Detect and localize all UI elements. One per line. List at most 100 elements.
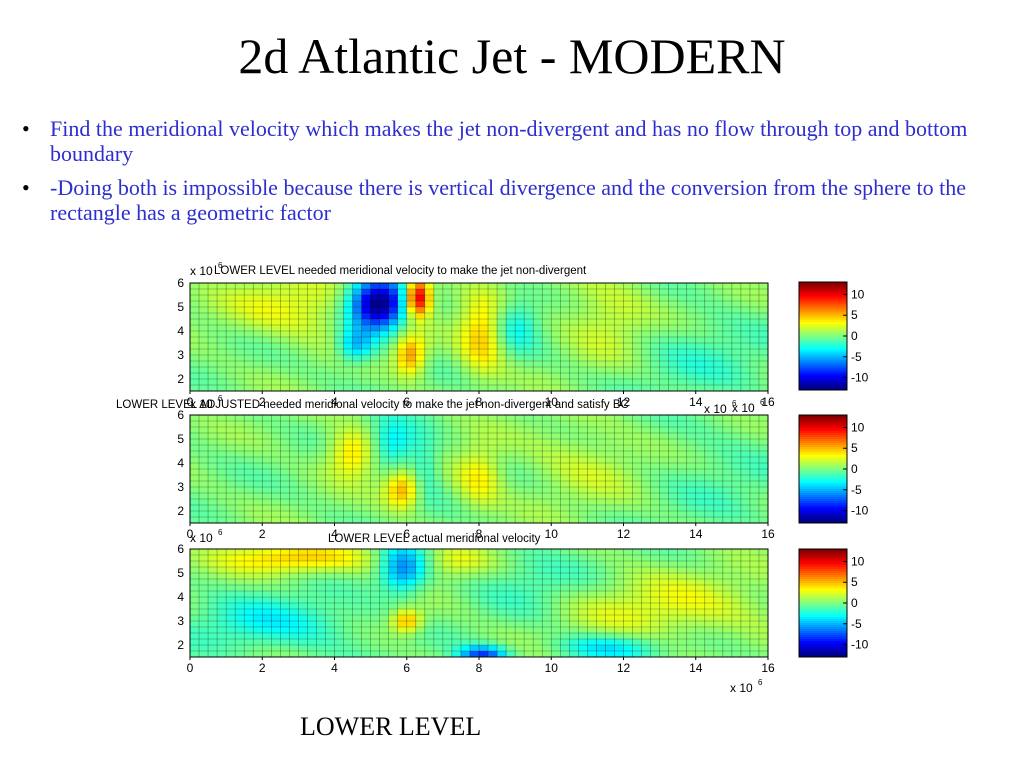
heatmap-cell [253,639,263,646]
heatmap-cell [208,469,218,476]
heatmap-cell [596,511,606,518]
heatmap-cell [352,591,362,598]
heatmap-cell [488,469,498,476]
heatmap-cell [262,561,272,568]
heatmap-cell [713,421,724,428]
heatmap-cell [686,331,697,338]
heatmap-cell [686,313,697,320]
heatmap-cell [506,639,516,646]
heatmap-cell [262,555,272,562]
heatmap-cell [695,555,706,562]
heatmap-cell [415,651,426,658]
heatmap-cell [451,433,462,440]
heatmap-cell [352,567,362,574]
heatmap-cell [677,289,688,296]
heatmap-cell [515,499,525,506]
heatmap-cell [722,421,733,428]
heatmap-cell [235,373,245,380]
heatmap-cell [226,307,236,314]
heatmap-cell [469,555,480,562]
heatmap-cell [578,379,588,386]
heatmap-cell [379,319,389,326]
heatmap-cell [713,609,724,616]
heatmap-cell [479,337,489,344]
heatmap-cell [488,499,498,506]
heatmap-cell [469,645,480,652]
heatmap-cell [632,633,642,640]
heatmap-cell [190,639,200,646]
heatmap-cell [217,555,227,562]
heatmap-cell [695,349,706,356]
heatmap-cell [316,325,326,332]
heatmap-cell [677,367,688,374]
heatmap-cell [731,451,742,458]
heatmap-cell [605,493,615,500]
heatmap-cell [515,361,525,368]
heatmap-cell [298,307,308,314]
heatmap-cell [316,451,326,458]
heatmap-cell [641,379,651,386]
heatmap-cell [614,555,624,562]
heatmap-cell [722,289,733,296]
heatmap-cell [632,385,642,392]
heatmap-cell [334,499,344,506]
heatmap-cell [542,457,552,464]
heatmap-cell [334,603,344,610]
heatmap-cell [235,487,245,494]
colorbar-swatch [799,288,847,291]
heatmap-cell [488,427,498,434]
heatmap-cell [289,283,299,290]
heatmap-cell [460,609,471,616]
heatmap-cell [659,289,669,296]
heatmap-cell [271,349,281,356]
heatmap-cell [650,645,660,652]
heatmap-cell [515,555,525,562]
heatmap-cell [352,355,362,362]
heatmap-cell [379,295,389,302]
heatmap-cell [749,645,760,652]
heatmap-cell [479,331,489,338]
heatmap-cell [758,283,769,290]
heatmap-cell [704,355,715,362]
heatmap-cell [460,415,471,422]
heatmap-cell [569,639,579,646]
heatmap-cell [641,451,651,458]
heatmap-cell [758,319,769,326]
heatmap-cell [262,475,272,482]
heatmap-cell [307,379,317,386]
heatmap-cell [533,301,543,308]
heatmap-cell [442,337,453,344]
heatmap-cell [361,301,371,308]
heatmap-cell [497,439,507,446]
heatmap-cell [388,463,399,470]
heatmap-cell [451,295,462,302]
heatmap-cell [415,517,426,524]
heatmap-cell [560,639,570,646]
heatmap-cell [325,615,335,622]
heatmap-cell [199,621,209,628]
heatmap-cell [542,433,552,440]
heatmap-cell [397,645,408,652]
heatmap-cell [388,505,399,512]
heatmap-cell [442,561,453,568]
heatmap-cell [623,505,633,512]
heatmap-cell [659,421,669,428]
heatmap-cell [704,361,715,368]
heatmap-cell [316,379,326,386]
heatmap-cell [722,567,733,574]
heatmap-cell [397,373,408,380]
heatmap-cell [352,499,362,506]
heatmap-cell [298,511,308,518]
heatmap-cell [289,585,299,592]
heatmap-cell [749,313,760,320]
heatmap-cell [560,415,570,422]
heatmap-cell [370,555,380,562]
heatmap-cell [217,621,227,628]
colorbar-swatch [799,563,847,566]
heatmap-cell [379,645,389,652]
heatmap-cell [469,549,480,556]
heatmap-cell [190,499,200,506]
heatmap-cell [569,627,579,634]
heatmap-cell [668,639,678,646]
heatmap-cell [235,433,245,440]
